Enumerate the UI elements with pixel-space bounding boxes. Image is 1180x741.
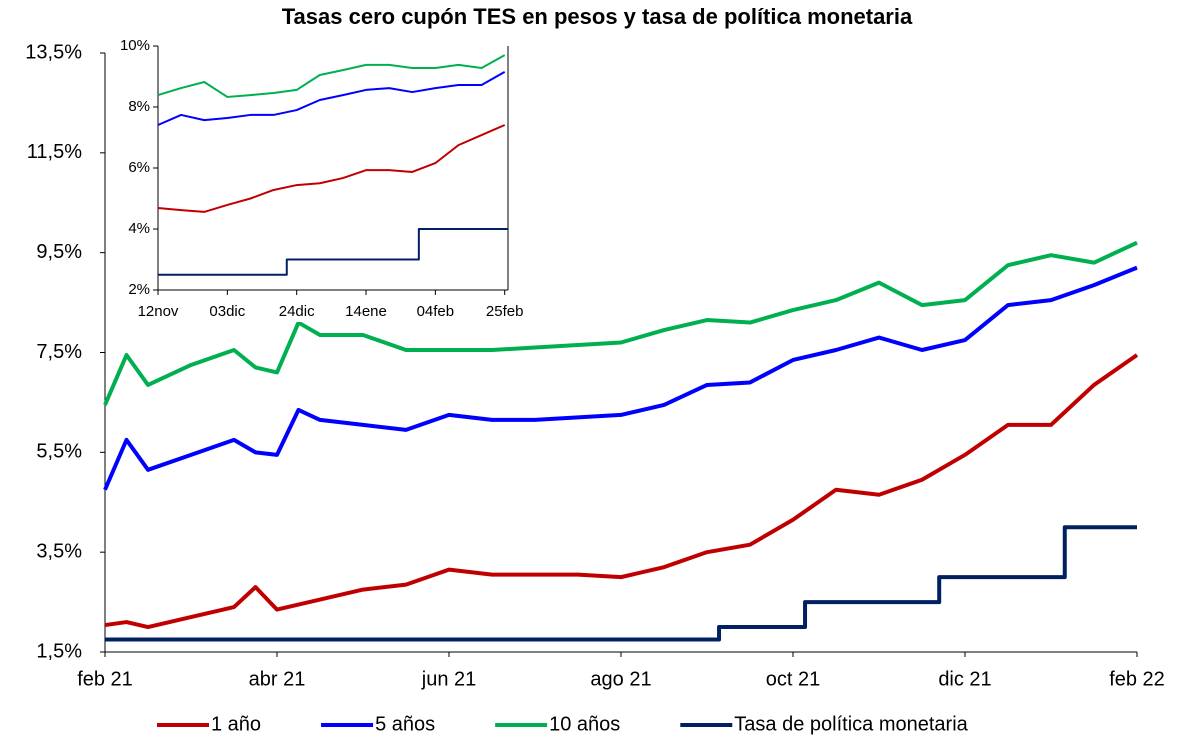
series-line	[158, 228, 508, 276]
legend-label: 5 años	[375, 713, 435, 735]
legend-label: 1 año	[211, 713, 261, 735]
series-line	[157, 124, 506, 213]
x-tick-label: jun 21	[421, 668, 477, 690]
x-tick-label: 14ene	[345, 303, 387, 320]
chart-title: Tasas cero cupón TES en pesos y tasa de …	[282, 4, 913, 29]
y-tick-label: 6%	[128, 159, 150, 176]
series-line	[157, 54, 506, 98]
y-tick-label: 3,5%	[36, 540, 82, 562]
x-tick-label: 12nov	[138, 303, 179, 320]
series-line	[103, 265, 1138, 491]
y-tick-label: 9,5%	[36, 241, 82, 263]
y-tick-label: 8%	[128, 98, 150, 115]
y-tick-label: 5,5%	[36, 441, 82, 463]
x-tick-label: dic 21	[938, 668, 991, 690]
legend-label: 10 años	[549, 713, 620, 735]
y-tick-label: 10%	[120, 37, 150, 54]
x-tick-label: feb 22	[1109, 668, 1165, 690]
series-line	[103, 240, 1138, 406]
x-tick-label: 03dic	[209, 303, 245, 320]
y-tick-label: 4%	[128, 220, 150, 237]
x-tick-label: ago 21	[590, 668, 651, 690]
x-tick-label: 04feb	[417, 303, 455, 320]
y-tick-label: 7,5%	[36, 341, 82, 363]
legend-label: Tasa de política monetaria	[734, 713, 968, 735]
y-tick-label: 13,5%	[25, 41, 82, 63]
inset-background	[108, 38, 538, 322]
series-line	[104, 353, 1139, 630]
y-tick-label: 1,5%	[36, 640, 82, 662]
y-tick-label: 2%	[128, 281, 150, 298]
x-tick-label: 25feb	[486, 303, 524, 320]
x-tick-label: 24dic	[279, 303, 315, 320]
x-tick-label: abr 21	[249, 668, 306, 690]
x-tick-label: feb 21	[77, 668, 133, 690]
y-tick-label: 11,5%	[27, 141, 82, 163]
x-tick-label: oct 21	[766, 668, 820, 690]
series-line	[157, 71, 506, 126]
series-line	[105, 525, 1137, 642]
